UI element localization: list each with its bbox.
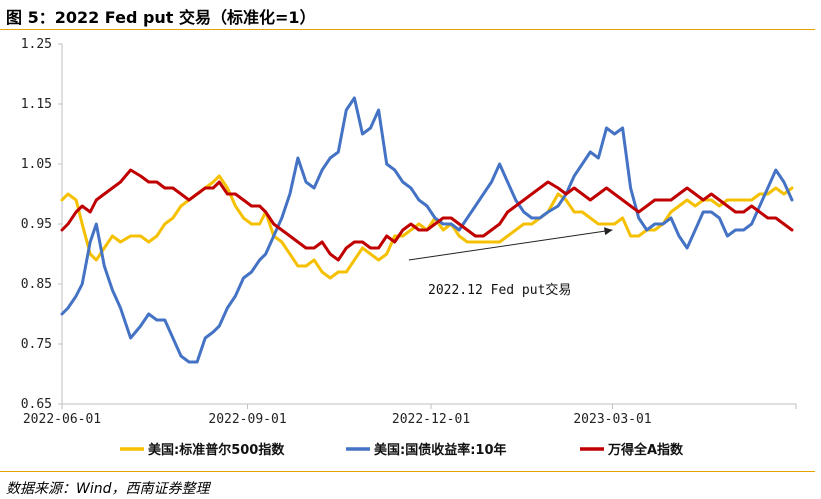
legend-label-2: 万得全A指数: [607, 442, 684, 458]
y-tick-label: 1.05: [21, 157, 52, 172]
series-line-2: [60, 168, 794, 262]
annotation-arrow: [408, 229, 613, 261]
series-line-1: [60, 96, 794, 364]
y-tick-label: 1.15: [21, 97, 52, 112]
x-tick-label: 2022-09-01: [208, 412, 286, 427]
x-tick-label: 2022-06-01: [23, 412, 101, 427]
y-tick-label: 0.85: [21, 277, 52, 292]
x-tick-label: 2022-12-01: [392, 412, 470, 427]
annotation-arrowhead: [604, 227, 613, 236]
source-note: 数据来源：Wind，西南证券整理: [6, 481, 210, 497]
figure-header: 图 5：2022 Fed put 交易（标准化=1）: [0, 0, 821, 28]
source-rule: [0, 471, 815, 472]
title-rule: [0, 29, 815, 30]
annotation-label: 2022.12 Fed put交易: [428, 282, 571, 298]
series-line-0: [60, 174, 794, 280]
legend-label-0: 美国:标准普尔500指数: [148, 442, 285, 458]
y-tick-label: 0.75: [21, 337, 52, 352]
x-tick-label: 2023-03-01: [573, 412, 651, 427]
figure-title: 图 5：2022 Fed put 交易（标准化=1）: [6, 8, 316, 27]
y-tick-label: 0.65: [21, 397, 52, 412]
y-tick-label: 0.95: [21, 217, 52, 232]
legend-label-1: 美国:国债收益率:10年: [374, 442, 507, 458]
y-tick-label: 1.25: [21, 37, 52, 52]
